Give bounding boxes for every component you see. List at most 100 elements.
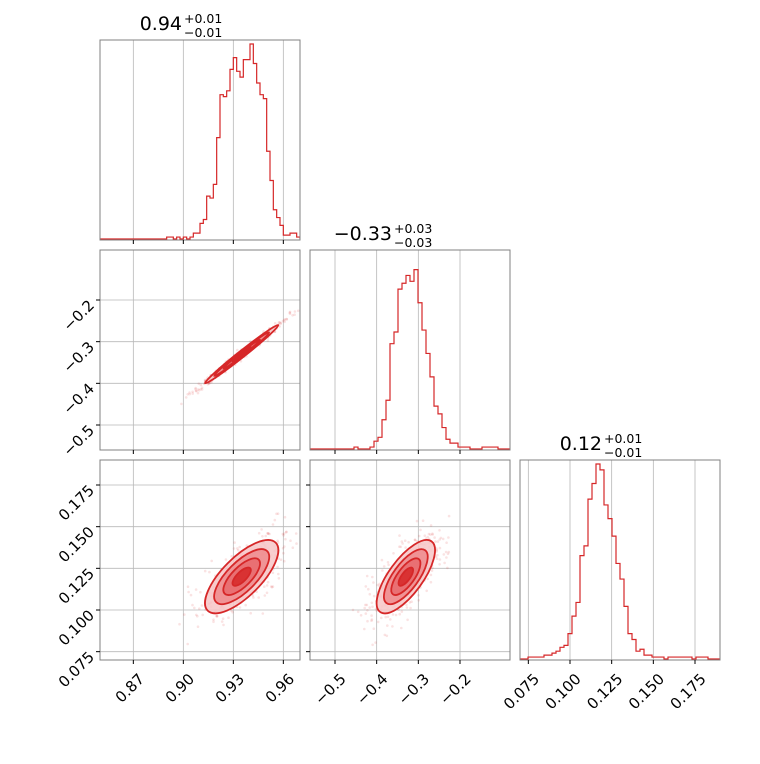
sample-point	[384, 615, 388, 619]
sample-point	[191, 603, 194, 607]
sample-point	[283, 545, 286, 548]
density-contour	[397, 566, 415, 587]
x-tick-label: −0.3	[395, 670, 433, 708]
sample-point	[447, 550, 451, 554]
sample-point	[431, 532, 434, 535]
sample-point	[429, 573, 433, 577]
sample-point	[279, 322, 283, 325]
sample-point	[279, 558, 283, 561]
sample-point	[200, 386, 204, 390]
sample-point	[356, 610, 360, 614]
sample-point	[201, 613, 204, 617]
x-tick-label: 0.90	[162, 670, 198, 706]
sample-point	[417, 594, 420, 597]
sample-point	[381, 569, 384, 572]
sample-point	[403, 539, 407, 542]
sample-point	[283, 559, 286, 563]
sample-point	[282, 534, 285, 537]
sample-point	[271, 571, 275, 575]
sample-point	[417, 534, 421, 538]
scatter-area	[180, 287, 323, 406]
sample-point	[236, 348, 239, 352]
sample-point	[281, 546, 285, 550]
sample-point	[435, 557, 439, 560]
sample-point	[406, 618, 409, 622]
sample-point	[186, 393, 189, 396]
sample-point	[364, 585, 368, 588]
x-tick-label: 0.075	[500, 670, 543, 713]
sample-point	[222, 623, 225, 627]
sample-point	[438, 538, 442, 541]
sample-point	[383, 633, 387, 637]
sample-point	[389, 618, 392, 621]
sample-point	[289, 539, 292, 542]
sample-point	[186, 585, 190, 588]
sample-point	[434, 540, 437, 543]
sample-point	[366, 619, 369, 623]
panel-frame	[99, 249, 301, 451]
sample-point	[364, 603, 367, 607]
sample-point	[423, 534, 427, 537]
sample-point	[277, 557, 281, 560]
sample-point	[371, 575, 374, 579]
sample-point	[291, 314, 294, 317]
sample-point	[200, 388, 204, 391]
sample-point	[364, 612, 368, 615]
sample-point	[398, 612, 402, 616]
sample-point	[407, 540, 410, 544]
sample-point	[310, 298, 313, 301]
sample-point	[194, 389, 198, 393]
y-tick-label: −0.5	[60, 421, 98, 459]
panel-frame	[519, 459, 721, 661]
sample-point	[193, 606, 196, 610]
sample-point	[277, 321, 281, 324]
panel-title-plus: +0.01	[184, 11, 222, 26]
sample-point	[391, 625, 394, 628]
sample-point	[257, 596, 261, 599]
sample-point	[281, 532, 285, 536]
sample-point	[199, 383, 203, 387]
sample-point	[413, 538, 417, 542]
sample-point	[401, 542, 404, 545]
y-tick-label: −0.3	[60, 338, 98, 376]
histogram-panel: 0.94 +0.01−0.01	[99, 11, 301, 244]
sample-point	[367, 587, 370, 591]
sample-point	[238, 545, 241, 549]
sample-point	[433, 536, 436, 539]
sample-point	[426, 535, 430, 539]
sample-point	[368, 606, 372, 609]
sample-point	[196, 391, 200, 395]
sample-point	[370, 601, 374, 605]
sample-point	[285, 530, 288, 534]
sample-point	[210, 559, 213, 563]
sample-point	[429, 533, 432, 536]
sample-point	[263, 585, 266, 588]
sample-point	[387, 563, 390, 567]
sample-point	[380, 558, 384, 562]
sample-point	[268, 532, 271, 536]
sample-point	[351, 608, 355, 612]
sample-point	[417, 599, 421, 602]
sample-point	[320, 287, 323, 290]
sample-point	[227, 616, 230, 619]
sample-point	[196, 388, 200, 391]
sample-point	[279, 321, 282, 325]
sample-point	[368, 592, 372, 596]
sample-point	[200, 604, 204, 607]
sample-point	[295, 542, 298, 545]
sample-point	[421, 519, 425, 522]
sample-point	[195, 613, 198, 617]
sample-point	[283, 320, 287, 324]
sample-point	[244, 603, 247, 607]
sample-point	[257, 531, 261, 535]
sample-point	[415, 519, 419, 523]
sample-point	[270, 585, 273, 588]
sample-point	[188, 391, 191, 394]
sample-point	[392, 552, 395, 555]
sample-point	[409, 606, 412, 610]
sample-point	[391, 613, 395, 616]
sample-point	[370, 619, 373, 622]
sample-point	[363, 627, 366, 631]
sample-point	[271, 585, 275, 588]
